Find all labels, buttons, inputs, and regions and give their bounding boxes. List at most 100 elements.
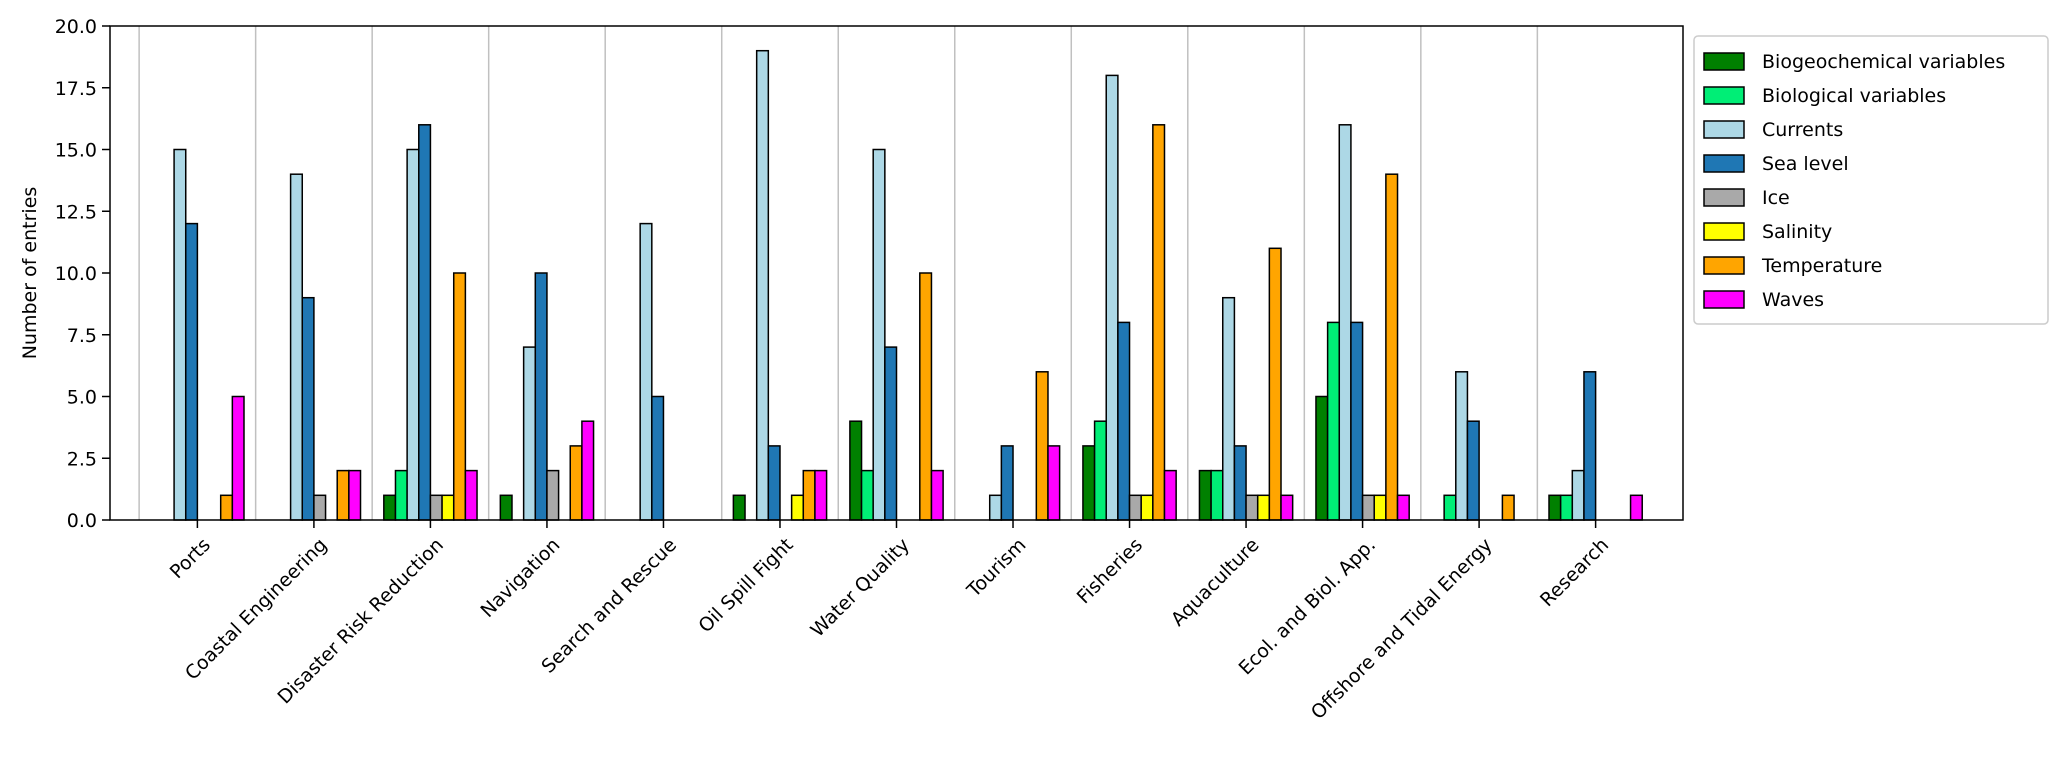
bar	[1256, 494, 1271, 521]
y-tick-label: 10.0	[55, 263, 97, 285]
bar	[930, 469, 944, 521]
bar	[1035, 371, 1049, 521]
bar	[441, 494, 455, 521]
bar	[534, 272, 548, 521]
bar	[1268, 247, 1282, 521]
bar	[639, 222, 653, 521]
bar	[802, 469, 816, 521]
bar	[313, 494, 327, 521]
bar	[1373, 494, 1387, 521]
y-tick-label: 17.5	[55, 78, 97, 100]
bar	[429, 494, 443, 521]
bar	[1128, 494, 1142, 521]
bar	[1571, 469, 1585, 521]
gridlines	[138, 26, 1539, 520]
bar	[184, 222, 199, 521]
legend-label: Sea level	[1762, 153, 1849, 175]
bar	[1210, 469, 1224, 521]
bar	[1361, 494, 1375, 521]
bar	[790, 494, 805, 521]
bar	[1385, 173, 1399, 521]
y-tick-label: 0.0	[67, 510, 97, 532]
bar	[1093, 420, 1107, 521]
bar	[1152, 124, 1166, 521]
bar	[231, 395, 245, 521]
y-axis-label: Number of entries	[19, 187, 41, 360]
bar	[1501, 494, 1515, 521]
legend-swatch	[1703, 52, 1745, 71]
legend-swatch	[1703, 120, 1745, 139]
bar	[1350, 321, 1364, 521]
legend-swatch	[1703, 86, 1745, 105]
bar	[732, 494, 746, 521]
x-tick-label: Ports	[166, 534, 215, 583]
bar	[1629, 494, 1643, 521]
legend-frame	[1693, 35, 2049, 325]
bar	[1117, 321, 1131, 521]
bar	[814, 469, 828, 521]
bar	[1583, 371, 1597, 521]
bar	[1326, 321, 1341, 521]
legend-label: Currents	[1762, 119, 1843, 141]
legend-label: Ice	[1762, 187, 1790, 209]
bar	[884, 346, 898, 521]
bar	[1443, 494, 1457, 521]
bar	[1163, 469, 1177, 521]
bar	[1222, 296, 1236, 521]
bar	[767, 445, 781, 521]
legend-label: Temperature	[1761, 255, 1882, 277]
y-tick-label: 20.0	[55, 16, 97, 38]
legend-swatch	[1703, 290, 1745, 309]
bar	[499, 494, 513, 521]
bar	[849, 420, 863, 521]
bar	[1233, 445, 1247, 521]
bar	[1315, 395, 1329, 521]
x-tick-label: Search and Rescue	[537, 534, 681, 678]
bar	[919, 272, 933, 521]
x-tick-label: Navigation	[476, 534, 564, 622]
legend-swatch	[1703, 188, 1745, 207]
bar	[1338, 124, 1352, 521]
y-tick-label: 2.5	[67, 448, 97, 470]
bar	[452, 272, 467, 521]
bar	[1198, 469, 1212, 521]
bar	[651, 395, 665, 521]
bars	[173, 49, 1643, 521]
bar	[581, 420, 595, 521]
x-tick-label: Aquaculture	[1167, 534, 1264, 631]
bar	[1082, 445, 1096, 521]
legend-label: Waves	[1762, 289, 1824, 311]
x-tick-label: Oil Spill Fight	[694, 534, 797, 637]
bar	[872, 148, 886, 521]
bar	[383, 494, 397, 521]
y-tick-label: 15.0	[55, 140, 97, 162]
bar	[1396, 494, 1410, 521]
bar	[464, 469, 478, 521]
bar	[406, 148, 420, 521]
y-tick-label: 7.5	[67, 325, 97, 347]
bar	[219, 494, 234, 521]
bar	[301, 296, 315, 521]
bar	[988, 494, 1003, 521]
bar	[289, 173, 304, 521]
bar	[1455, 371, 1469, 521]
bar	[755, 49, 770, 521]
bar	[1548, 494, 1562, 521]
x-tick-label: Water Quality	[806, 534, 914, 642]
bar	[1105, 74, 1119, 521]
legend-swatch	[1703, 154, 1745, 173]
bar	[1466, 420, 1480, 521]
bar	[1245, 494, 1259, 521]
bar	[1280, 494, 1294, 521]
legend-swatch	[1703, 222, 1745, 241]
bar	[1559, 494, 1574, 521]
bar	[336, 469, 350, 521]
bar	[394, 469, 408, 521]
x-tick-label: Tourism	[962, 534, 1030, 602]
bar	[1047, 445, 1061, 521]
legend-swatch	[1703, 256, 1745, 275]
y-tick-label: 5.0	[67, 387, 97, 409]
bar	[1140, 494, 1154, 521]
